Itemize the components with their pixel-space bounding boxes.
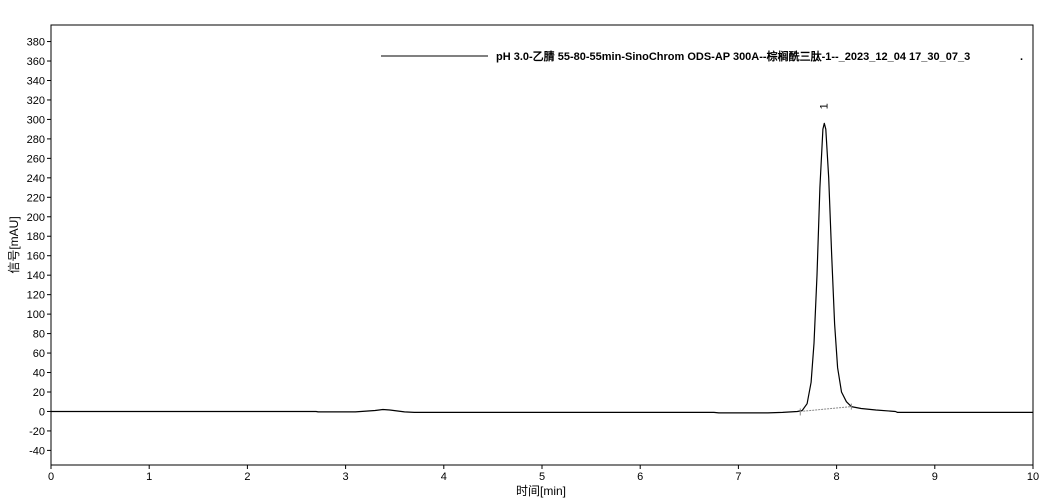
y-tick-label: 240 xyxy=(27,173,45,185)
y-tick-label: -40 xyxy=(29,445,45,457)
x-axis-label: 时间[min] xyxy=(516,484,566,498)
x-tick-label: 8 xyxy=(834,471,840,483)
y-axis: -40 -20 0 20 40 60 80 100 120 140 160 180 200 220 240 2… xyxy=(27,37,51,457)
x-tick-label: 1 xyxy=(146,471,152,483)
y-tick-label: 280 xyxy=(27,134,45,146)
x-tick-label: 0 xyxy=(48,471,54,483)
legend-trailing-mark: . xyxy=(1020,51,1023,63)
peak-label: 1 xyxy=(818,103,830,109)
x-axis: 0 1 2 3 4 5 6 7 8 9 10 xyxy=(48,465,1039,483)
x-tick-label: 4 xyxy=(441,471,447,483)
y-tick-label: 260 xyxy=(27,153,45,165)
y-tick-label: 220 xyxy=(27,192,45,204)
y-tick-label: 100 xyxy=(27,309,45,321)
y-tick-label: 160 xyxy=(27,251,45,263)
legend-entry: pH 3.0-乙腈 55-80-55min-SinoChrom ODS-AP 3… xyxy=(496,49,970,63)
y-tick-label: 200 xyxy=(27,212,45,224)
y-tick-label: 360 xyxy=(27,56,45,68)
x-tick-label: 6 xyxy=(637,471,643,483)
y-tick-label: 380 xyxy=(27,37,45,49)
y-tick-label: 0 xyxy=(39,406,45,418)
y-tick-label: 40 xyxy=(33,368,45,380)
series-line xyxy=(51,122,1033,414)
x-tick-label: 9 xyxy=(932,471,938,483)
plot-frame xyxy=(50,24,1034,466)
x-tick-label: 2 xyxy=(244,471,250,483)
x-tick-label: 5 xyxy=(539,471,545,483)
x-tick-label: 10 xyxy=(1027,471,1039,483)
y-tick-label: 300 xyxy=(27,114,45,126)
peak-annotations: 1 xyxy=(799,103,852,416)
x-tick-label: 7 xyxy=(735,471,741,483)
y-tick-label: 340 xyxy=(27,75,45,87)
y-axis-label: 信号[mAU] xyxy=(7,216,21,273)
y-tick-label: 60 xyxy=(33,348,45,360)
y-tick-label: 180 xyxy=(27,231,45,243)
x-tick-label: 3 xyxy=(343,471,349,483)
peak-baseline xyxy=(800,406,852,412)
y-tick-label: 80 xyxy=(33,329,45,341)
y-tick-label: 140 xyxy=(27,270,45,282)
y-tick-label: 20 xyxy=(33,387,45,399)
series-traces xyxy=(51,122,1033,414)
y-tick-label: 320 xyxy=(27,95,45,107)
y-tick-label: -20 xyxy=(29,426,45,438)
y-tick-label: 120 xyxy=(27,290,45,302)
